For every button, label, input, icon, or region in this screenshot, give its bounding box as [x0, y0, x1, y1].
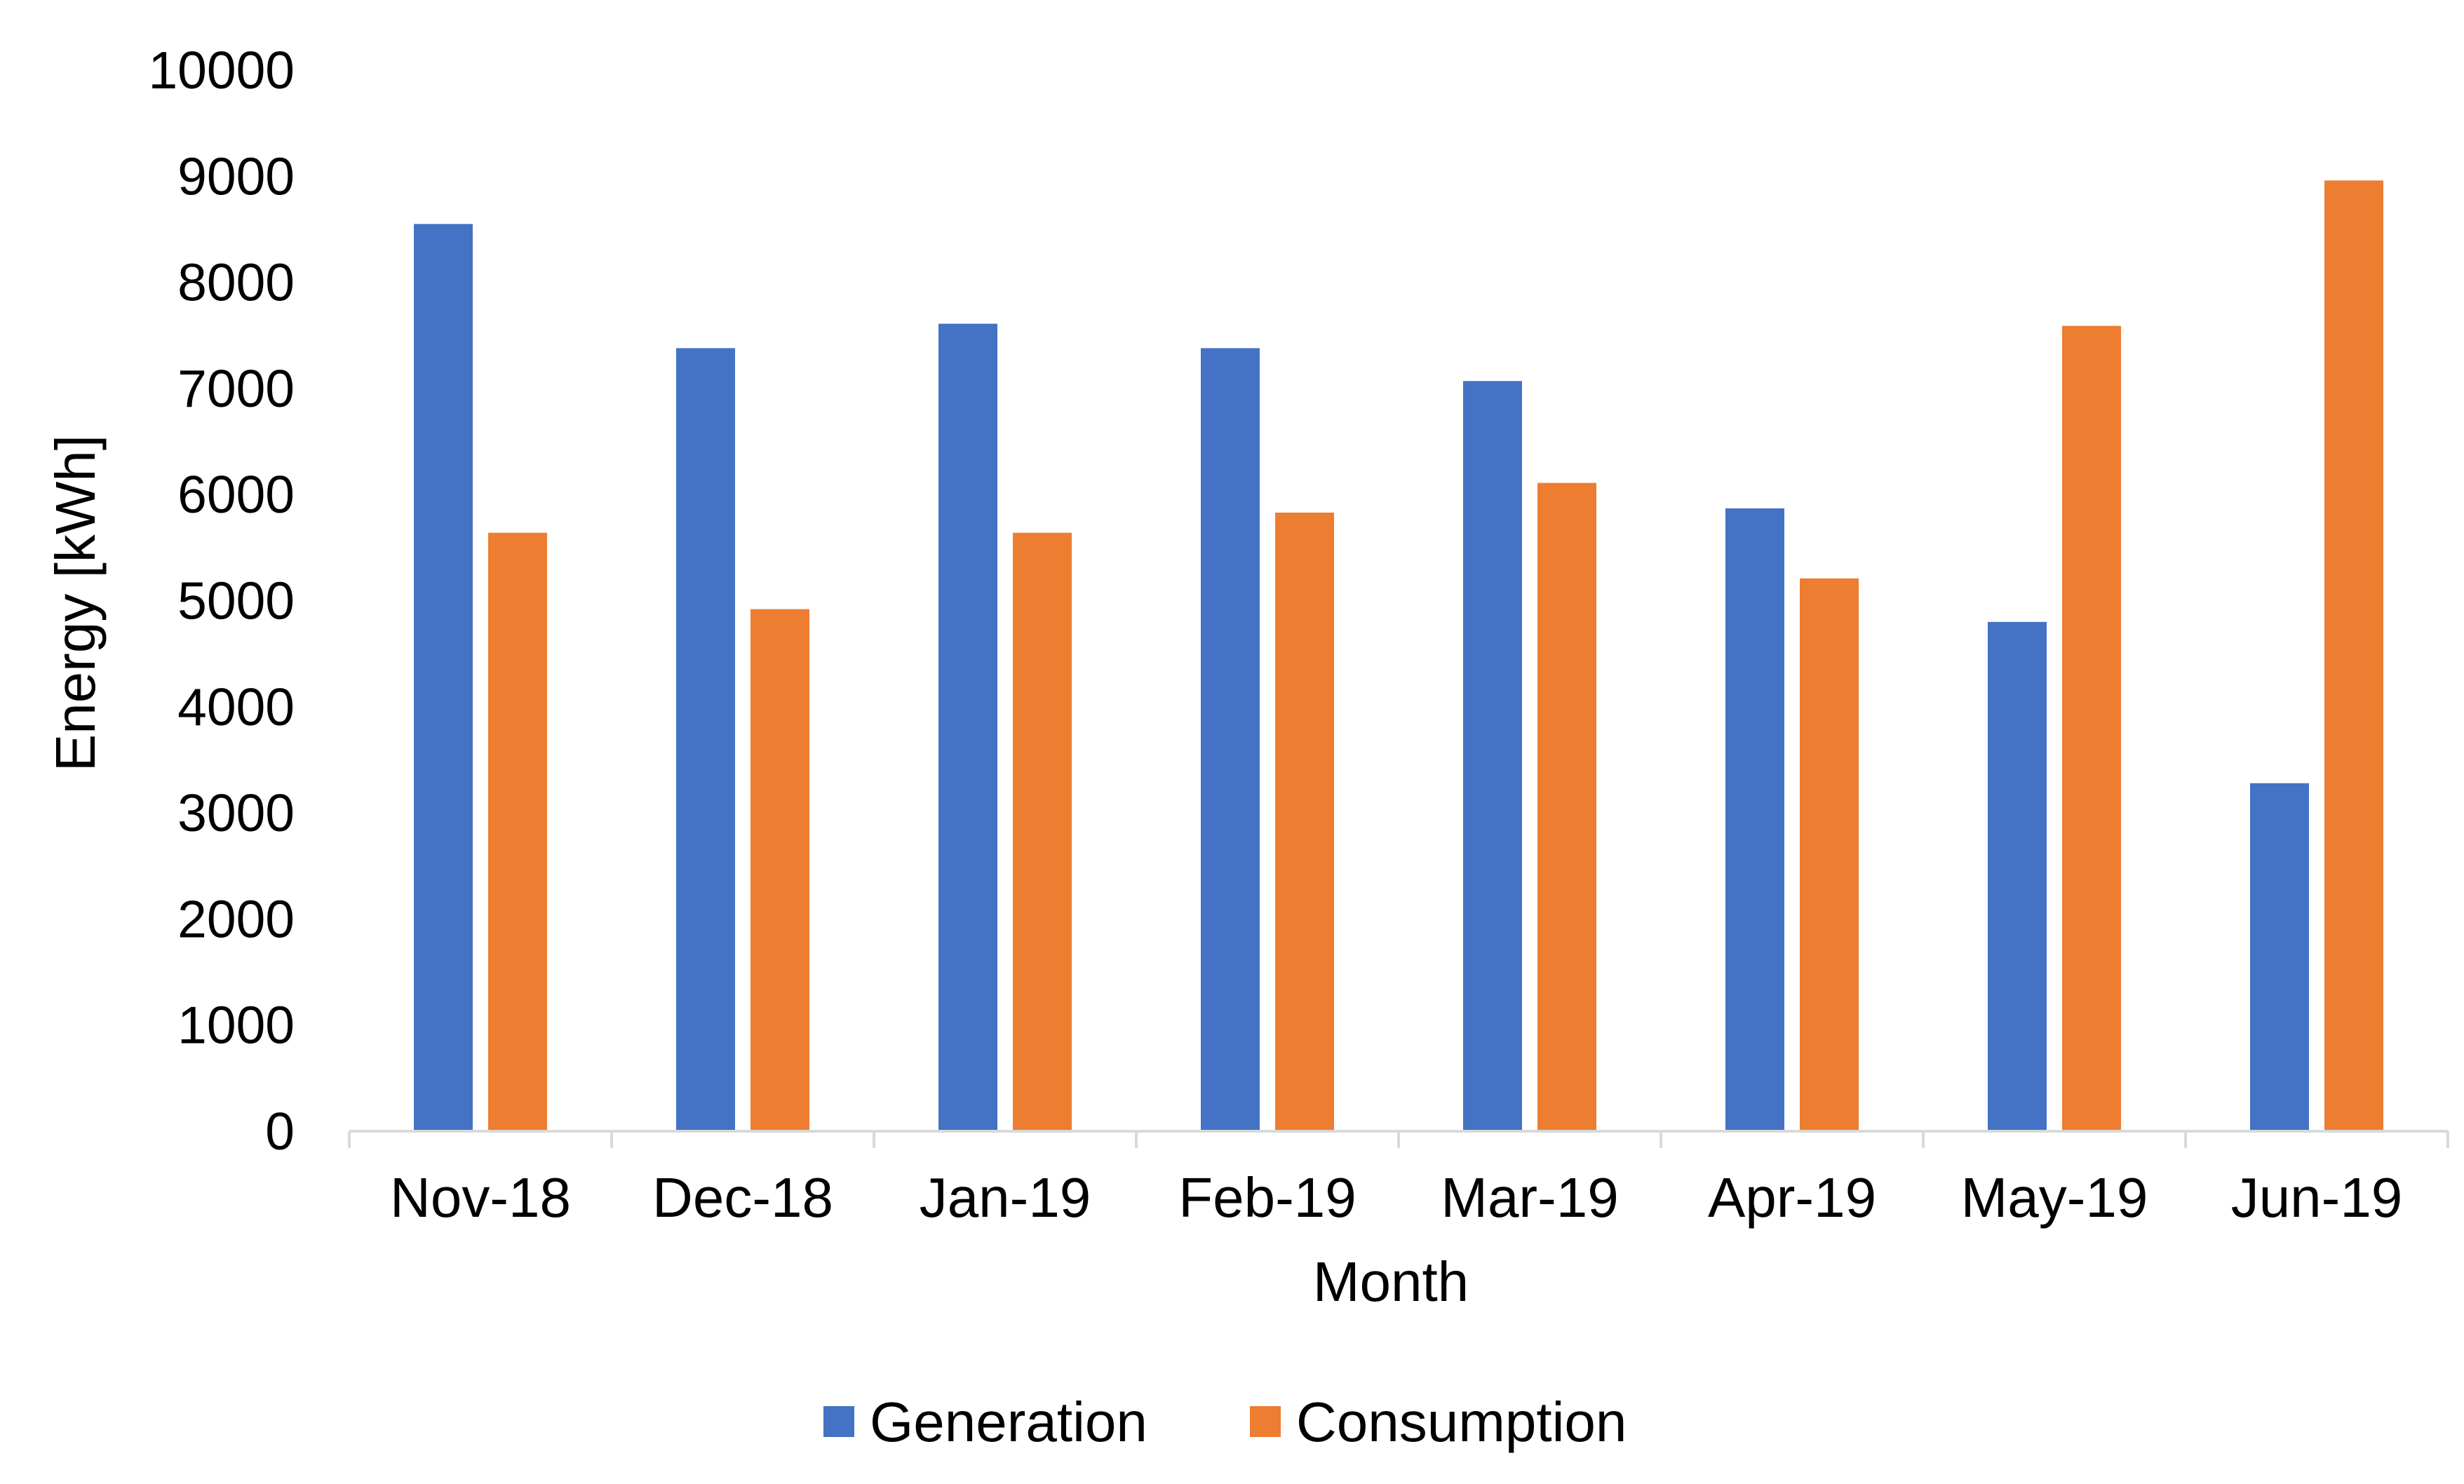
- x-axis-title: Month: [1313, 1250, 1469, 1313]
- bar-generation-apr-19: [1725, 508, 1784, 1131]
- x-tick-label: Dec-18: [652, 1166, 833, 1229]
- bar-consumption-jun-19: [2324, 180, 2383, 1131]
- x-tick-label: Jun-19: [2231, 1166, 2403, 1229]
- legend-swatch-generation: [823, 1406, 854, 1437]
- bar-generation-nov-18: [414, 224, 473, 1131]
- y-axis-title: Energy [kWh]: [44, 435, 107, 771]
- bar-generation-may-19: [1988, 621, 2047, 1131]
- y-tick-label: 8000: [177, 253, 295, 312]
- x-tick-label: May-19: [1961, 1166, 2148, 1229]
- legend-swatch-consumption: [1250, 1406, 1281, 1437]
- bar-consumption-apr-19: [1800, 578, 1859, 1131]
- x-tick-label: Feb-19: [1178, 1166, 1356, 1229]
- y-axis-ticks: 0 1000 2000 3000 4000 5000 6000 7000 8000 9000 100…: [148, 41, 295, 1161]
- x-axis-ticks: [348, 1131, 2449, 1148]
- y-tick-label: 10000: [148, 41, 295, 100]
- legend: Generation Consumption: [823, 1391, 1627, 1453]
- bar-consumption-may-19: [2062, 325, 2121, 1131]
- bar-consumption-jan-19: [1013, 532, 1072, 1131]
- x-tick-label: Mar-19: [1441, 1166, 1618, 1229]
- x-axis-labels: Nov-18 Dec-18 Jan-19 Feb-19 Mar-19 Apr-19 May-…: [390, 1166, 2402, 1229]
- y-tick-label: 4000: [177, 677, 295, 736]
- x-tick-label: Nov-18: [390, 1166, 571, 1229]
- bar-series: [414, 180, 2383, 1132]
- bar-generation-jun-19: [2250, 783, 2309, 1131]
- bar-consumption-feb-19: [1275, 512, 1334, 1131]
- bar-generation-feb-19: [1201, 348, 1260, 1131]
- y-tick-label: 3000: [177, 783, 295, 842]
- y-tick-label: 7000: [177, 359, 295, 418]
- x-tick-label: Jan-19: [920, 1166, 1091, 1229]
- y-tick-label: 5000: [177, 572, 295, 630]
- bar-generation-mar-19: [1463, 381, 1522, 1131]
- bar-consumption-dec-18: [750, 609, 809, 1131]
- x-tick-label: Apr-19: [1708, 1166, 1876, 1229]
- bar-consumption-nov-18: [488, 532, 547, 1131]
- legend-label-consumption: Consumption: [1296, 1391, 1627, 1453]
- bar-consumption-mar-19: [1537, 483, 1596, 1131]
- y-tick-label: 1000: [177, 996, 295, 1055]
- y-tick-label: 2000: [177, 889, 295, 948]
- y-tick-label: 6000: [177, 465, 295, 524]
- y-tick-label: 9000: [177, 147, 295, 205]
- y-tick-label: 0: [265, 1102, 295, 1161]
- legend-label-generation: Generation: [870, 1391, 1147, 1453]
- bar-generation-dec-18: [676, 348, 735, 1131]
- bar-generation-jan-19: [938, 323, 997, 1132]
